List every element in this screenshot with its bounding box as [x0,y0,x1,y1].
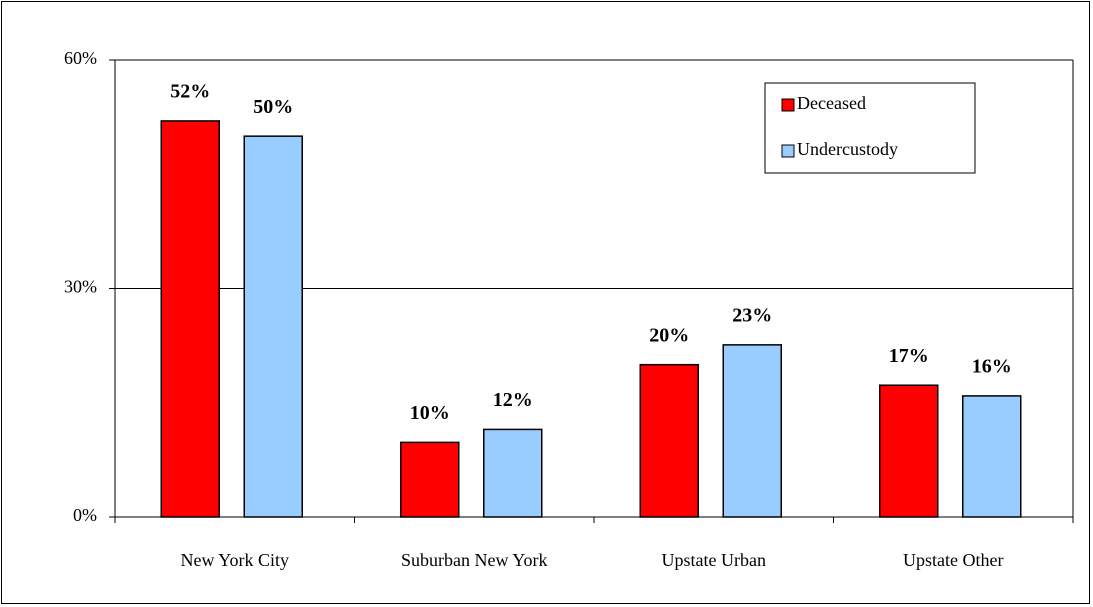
legend-swatch [781,144,795,158]
value-label: 12% [493,389,533,411]
bar [639,363,699,518]
bar [243,135,303,518]
legend-label: Undercustody [797,139,898,159]
value-label: 23% [732,304,772,326]
y-tick-label: 60% [64,48,97,68]
value-label: 20% [649,324,689,346]
bar [722,344,782,518]
value-label: 16% [972,355,1012,377]
bar [483,428,543,518]
x-tick-label: New York City [180,550,289,570]
legend-box [764,82,976,174]
bar [160,120,220,518]
bar [879,384,939,518]
legend-label: Deceased [797,93,866,113]
value-label: 17% [889,345,929,367]
x-tick-label: Upstate Other [903,550,1003,570]
y-tick-label: 30% [64,277,97,297]
value-label: 50% [253,96,293,118]
x-tick-label: Suburban New York [401,550,548,570]
bar [962,395,1022,518]
value-label: 52% [170,81,210,103]
x-tick-label: Upstate Urban [662,550,766,570]
bar [400,441,460,518]
legend-swatch [781,98,795,112]
y-tick-label: 0% [73,505,97,525]
value-label: 10% [410,402,450,424]
